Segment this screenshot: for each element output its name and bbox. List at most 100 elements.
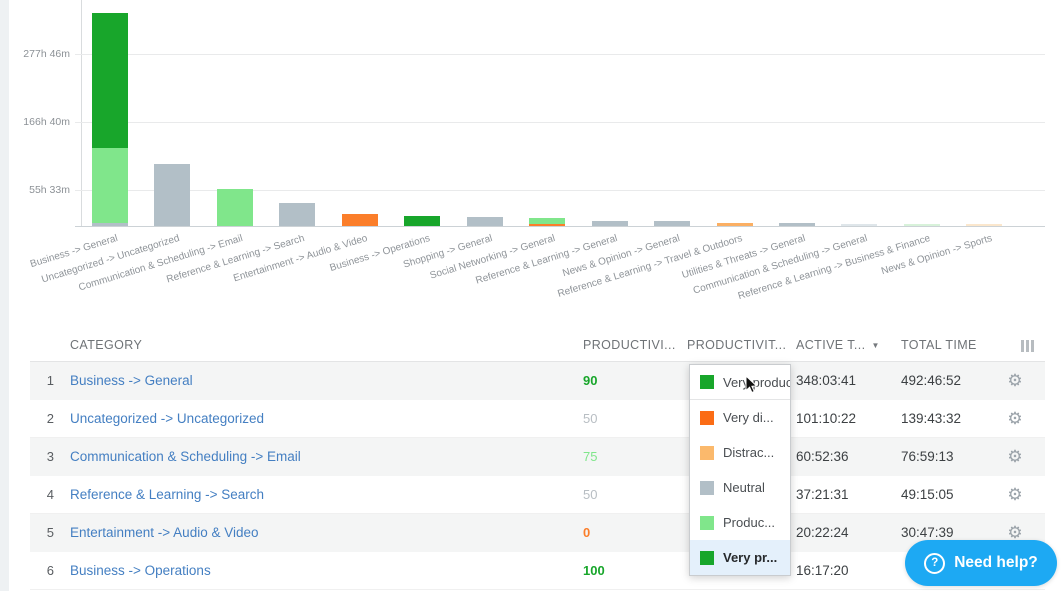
gridline xyxy=(75,54,1045,55)
total-time-value: 139:43:32 xyxy=(901,411,962,426)
active-time-value: 20:22:24 xyxy=(796,525,849,540)
color-swatch-icon xyxy=(700,515,714,530)
sort-desc-icon[interactable]: ▼ xyxy=(871,340,880,350)
bar-segment-neutral xyxy=(92,222,128,226)
filter-option[interactable]: Distrac... xyxy=(690,435,790,470)
gear-icon[interactable]: ⚙ xyxy=(1007,408,1023,428)
color-swatch-icon xyxy=(700,410,714,425)
category-link[interactable]: Entertainment -> Audio & Video xyxy=(70,525,259,540)
bar-segment-very_distracting xyxy=(529,224,566,226)
table-body: 1 Business -> General 90 348:03:41 492:46:52… xyxy=(30,362,1045,590)
chart-bar[interactable] xyxy=(716,222,753,226)
table-row: 1 Business -> General 90 348:03:41 492:46:52… xyxy=(30,362,1045,400)
chart-bar[interactable] xyxy=(216,188,253,226)
category-link[interactable]: Reference & Learning -> Search xyxy=(70,487,264,502)
total-time-value: 30:47:39 xyxy=(901,525,954,540)
chart-bar[interactable] xyxy=(279,203,316,226)
gear-icon[interactable]: ⚙ xyxy=(1007,446,1023,466)
filter-option[interactable]: Very di... xyxy=(690,400,790,435)
productivity-score: 0 xyxy=(583,525,591,540)
column-header-productivity-filter[interactable]: PRODUCTIVIT... xyxy=(687,338,787,352)
chart-bar[interactable] xyxy=(966,224,1003,226)
productivity-filter-dropdown: Very produc Very di... Distrac... Neutral Pr… xyxy=(689,364,791,576)
bar-segment-neutral xyxy=(279,203,316,226)
table-header-row: CATEGORY PRODUCTIVI... PRODUCTIVIT... AC… xyxy=(30,330,1045,362)
row-rank: 1 xyxy=(46,373,54,388)
gear-icon[interactable]: ⚙ xyxy=(1007,484,1023,504)
bar-segment-neutral xyxy=(778,222,815,226)
column-header-category[interactable]: CATEGORY xyxy=(70,338,143,352)
gear-icon[interactable]: ⚙ xyxy=(1007,522,1023,542)
x-axis-label: News & Opinion -> Sports xyxy=(880,233,994,278)
chart-bar[interactable] xyxy=(591,220,628,226)
category-link[interactable]: Uncategorized -> Uncategorized xyxy=(70,411,264,426)
bar-segment-productive xyxy=(529,218,566,225)
total-time-value: 76:59:13 xyxy=(901,449,954,464)
filter-option[interactable]: Very pr... xyxy=(690,540,790,575)
active-time-value: 101:10:22 xyxy=(796,411,857,426)
bar-segment-pale_productive xyxy=(903,224,940,226)
bar-segment-productive xyxy=(216,188,253,226)
chart-bar[interactable] xyxy=(92,13,128,226)
active-time-value: 16:17:20 xyxy=(796,563,849,578)
table-row: 5 Entertainment -> Audio & Video 0 20:22:24… xyxy=(30,514,1045,552)
table-row: 3 Communication & Scheduling -> Email 75 60… xyxy=(30,438,1045,476)
column-header-total-time[interactable]: TOTAL TIME xyxy=(901,338,977,352)
y-axis-tick-label: 277h 46m xyxy=(23,48,70,60)
gear-icon[interactable]: ⚙ xyxy=(1007,370,1023,390)
table-row: 4 Reference & Learning -> Search 50 37:21:3… xyxy=(30,476,1045,514)
category-link[interactable]: Communication & Scheduling -> Email xyxy=(70,449,301,464)
chart-bar[interactable] xyxy=(341,213,378,226)
chart-bar[interactable] xyxy=(529,218,566,226)
page-left-margin xyxy=(0,0,9,591)
filter-option-label: Produc... xyxy=(723,515,776,530)
color-swatch-icon xyxy=(700,550,714,565)
productivity-score: 50 xyxy=(583,487,598,502)
color-swatch-icon xyxy=(700,375,714,389)
row-rank: 5 xyxy=(46,525,54,540)
need-help-label: Need help? xyxy=(954,554,1038,571)
category-link[interactable]: Business -> Operations xyxy=(70,563,211,578)
bar-segment-distracting xyxy=(716,222,753,226)
chart-bar[interactable] xyxy=(154,164,191,226)
bar-segment-very_distracting xyxy=(341,213,378,226)
y-axis-tick-label: 166h 40m xyxy=(23,116,70,128)
x-axis-line xyxy=(75,226,1045,227)
filter-option-selected[interactable]: Very produc xyxy=(690,365,790,400)
filter-option-label: Very pr... xyxy=(723,550,778,565)
table-row: 2 Uncategorized -> Uncategorized 50 101:10:… xyxy=(30,400,1045,438)
row-rank: 4 xyxy=(46,487,54,502)
total-time-value: 49:15:05 xyxy=(901,487,954,502)
active-time-value: 37:21:31 xyxy=(796,487,849,502)
chart-bar[interactable] xyxy=(466,216,503,226)
bar-segment-neutral xyxy=(466,216,503,226)
need-help-button[interactable]: ? Need help? xyxy=(905,540,1057,586)
bar-segment-pale_distracting xyxy=(966,224,1003,226)
column-chooser-icon[interactable] xyxy=(1021,340,1034,352)
filter-option[interactable]: Produc... xyxy=(690,505,790,540)
bar-segment-pale_neutral xyxy=(841,223,878,226)
category-link[interactable]: Business -> General xyxy=(70,373,193,388)
column-header-active-time[interactable]: ACTIVE T... ▼ xyxy=(796,338,880,352)
bar-segment-productive xyxy=(92,147,128,223)
row-rank: 3 xyxy=(46,449,54,464)
bar-chart-plot: 55h 33m 166h 40m 277h 46m Business -> Gener… xyxy=(23,0,1045,302)
y-axis-line xyxy=(81,0,82,227)
filter-option[interactable]: Neutral xyxy=(690,470,790,505)
chart-bar[interactable] xyxy=(841,223,878,226)
chart-bar[interactable] xyxy=(778,222,815,226)
row-rank: 6 xyxy=(46,563,54,578)
bar-segment-very_productive xyxy=(404,216,441,226)
row-rank: 2 xyxy=(46,411,54,426)
chart-bar[interactable] xyxy=(654,221,691,226)
filter-option-label: Very produc xyxy=(723,374,790,390)
productivity-score: 75 xyxy=(583,449,598,464)
filter-option-label: Very di... xyxy=(723,410,774,425)
chart-bar[interactable] xyxy=(903,224,940,226)
chart-bar[interactable] xyxy=(404,216,441,226)
question-circle-icon: ? xyxy=(924,552,946,574)
column-header-productivity-score[interactable]: PRODUCTIVI... xyxy=(583,338,676,352)
bar-segment-neutral xyxy=(654,221,691,226)
color-swatch-icon xyxy=(700,480,714,495)
